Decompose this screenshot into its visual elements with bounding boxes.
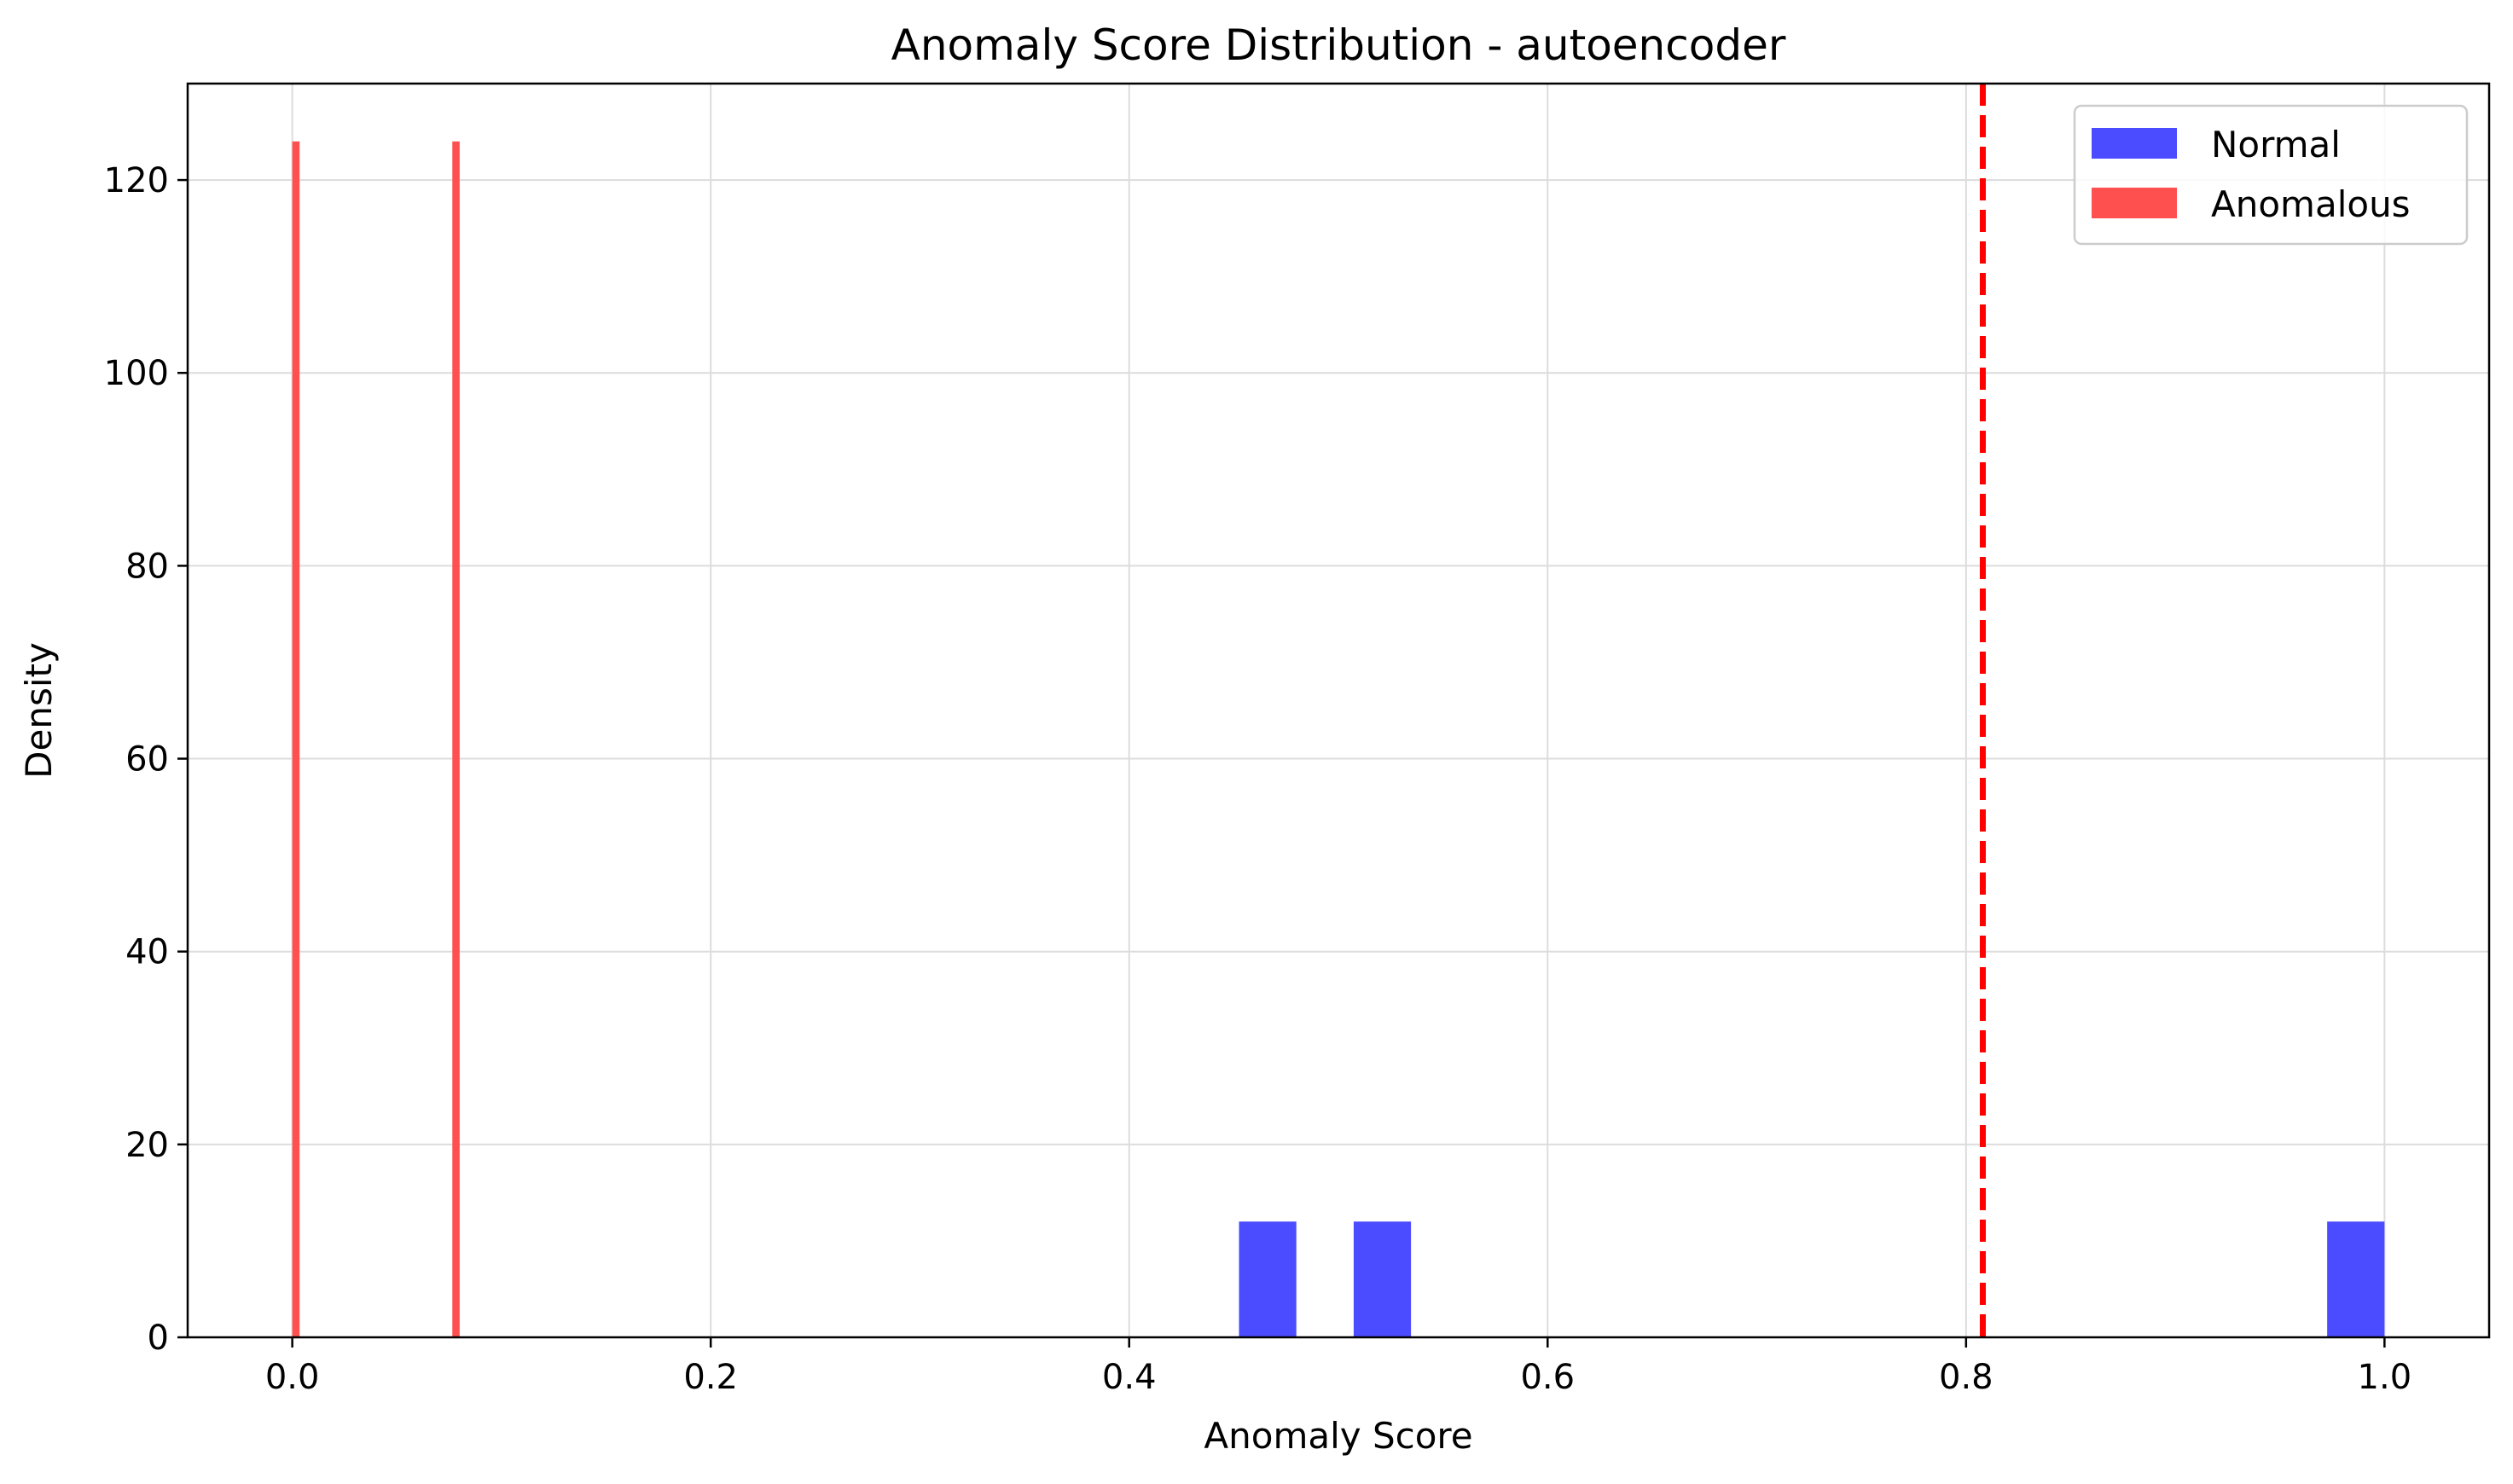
legend-swatch-anomalous	[2092, 188, 2177, 218]
legend-label-anomalous: Anomalous	[2211, 183, 2411, 225]
x-tick-label: 0.8	[1939, 1358, 1994, 1397]
anomalous-bar	[292, 141, 300, 1337]
y-tick-label: 100	[104, 354, 169, 393]
y-tick-label: 120	[104, 161, 169, 200]
y-tick-label: 60	[125, 740, 169, 780]
normal-bar	[1239, 1221, 1297, 1337]
normal-bar	[1353, 1221, 1412, 1337]
axes-layer	[186, 82, 2491, 1339]
y-tick-label: 40	[125, 933, 169, 972]
x-axis-title: Anomaly Score	[1204, 1415, 1472, 1457]
y-axis-title: Density	[18, 642, 60, 779]
x-tick-label: 0.6	[1520, 1358, 1575, 1397]
ticks-layer: 0.0 0.2 0.4 0.6 0.8 1.0 0 20 40 60 80 100 120	[104, 161, 2412, 1397]
bars-layer	[292, 141, 2385, 1337]
x-tick-label: 1.0	[2358, 1358, 2412, 1397]
x-tick-label: 0.2	[683, 1358, 738, 1397]
y-tick-label: 20	[125, 1126, 169, 1165]
plot-frame	[186, 82, 2491, 1339]
legend: Normal Anomalous	[2073, 104, 2469, 246]
anomalous-bar	[452, 141, 460, 1337]
y-tick-label: 80	[125, 547, 169, 586]
y-tick-label: 0	[148, 1319, 169, 1358]
legend-label-normal: Normal	[2211, 124, 2341, 165]
x-tick-label: 0.4	[1102, 1358, 1157, 1397]
chart-title: Anomaly Score Distribution - autoencoder	[891, 20, 1786, 70]
legend-swatch-normal	[2092, 128, 2177, 159]
normal-bar	[2327, 1221, 2385, 1337]
x-tick-label: 0.0	[265, 1358, 320, 1397]
